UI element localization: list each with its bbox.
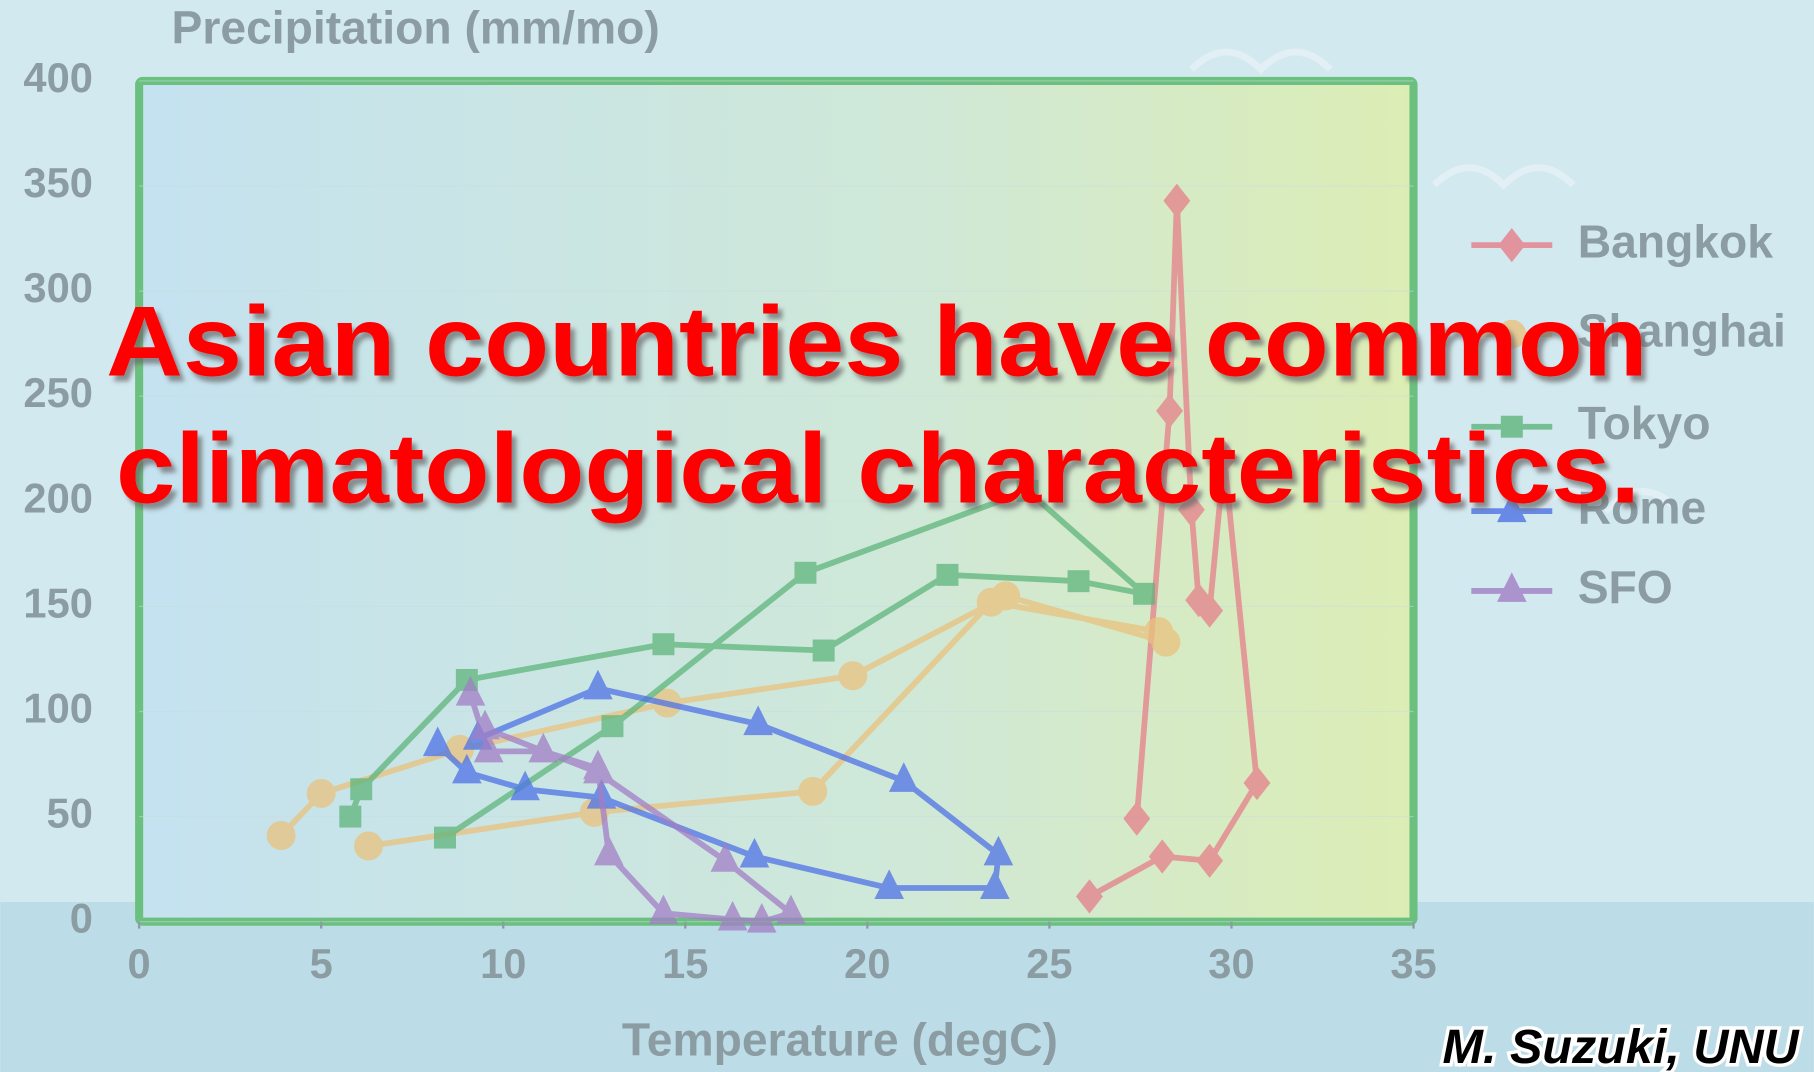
- marker: [435, 827, 456, 848]
- x-tick-label: 35: [1390, 940, 1436, 987]
- y-tick-label: 150: [23, 579, 92, 626]
- y-axis-title: Precipitation (mm/mo): [172, 1, 660, 53]
- marker: [602, 716, 623, 737]
- x-tick-label: 15: [662, 940, 708, 987]
- y-tick-label: 100: [23, 684, 92, 731]
- marker: [1134, 583, 1155, 604]
- marker: [340, 806, 361, 827]
- y-tick-label: 0: [70, 895, 93, 942]
- chart: BangkokShanghaiTokyoRomeSFO Precipitatio…: [0, 0, 1814, 1072]
- y-tick-label: 250: [23, 369, 92, 416]
- y-tick-label: 400: [23, 54, 92, 101]
- marker: [307, 780, 335, 808]
- marker: [267, 822, 295, 850]
- marker: [839, 662, 867, 690]
- x-axis-title: Temperature (degC): [622, 1013, 1058, 1065]
- y-tick-label: 200: [23, 474, 92, 521]
- marker: [1068, 571, 1089, 592]
- marker: [355, 832, 383, 860]
- x-tick-label: 5: [310, 940, 333, 987]
- marker: [1145, 618, 1173, 646]
- marker: [799, 777, 827, 805]
- headline: climatological characteristics.: [116, 414, 1640, 525]
- x-tick-label: 20: [844, 940, 890, 987]
- marker: [977, 588, 1005, 616]
- y-tick-label: 50: [47, 790, 93, 837]
- x-tick-label: 25: [1026, 940, 1072, 987]
- marker: [813, 640, 834, 661]
- marker: [795, 562, 816, 583]
- x-tick-label: 30: [1208, 940, 1254, 987]
- headline: Asian countries have common: [106, 287, 1648, 398]
- legend-label: SFO: [1578, 561, 1673, 613]
- y-tick-label: 350: [23, 159, 92, 206]
- credit: M. Suzuki, UNU: [1443, 1020, 1801, 1072]
- legend-label: Bangkok: [1578, 215, 1774, 267]
- x-tick-label: 0: [128, 940, 151, 987]
- x-tick-label: 10: [480, 940, 526, 987]
- marker: [653, 634, 674, 655]
- marker: [937, 564, 958, 585]
- y-tick-label: 300: [23, 264, 92, 311]
- marker: [351, 779, 372, 800]
